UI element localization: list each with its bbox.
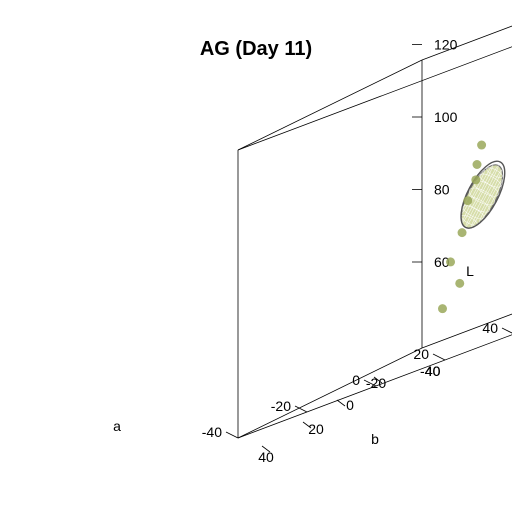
data-point [471,175,481,185]
data-point [446,257,456,267]
L-tick-label: 60 [434,254,450,270]
b-tick-label: -20 [366,375,386,391]
b-tick [261,445,271,453]
b-tick [336,399,346,407]
a-tick [501,327,512,334]
data-point [457,228,467,238]
a-tick [294,405,308,413]
ellipsoid-mesh-line [486,167,503,178]
L-corner-label: 40 [425,363,441,379]
ellipsoid-mesh-line [468,187,495,206]
L-tick-label: 100 [434,109,458,125]
box-edge [237,59,423,151]
data-point [477,140,487,150]
b-tick [302,421,312,429]
b-tick-label: 0 [346,397,354,413]
a-axis-label: a [113,418,121,434]
data-point [438,304,447,314]
ellipsoid-outline [460,160,506,229]
box-edge [421,313,512,349]
b-tick-label: 20 [308,421,324,437]
a-tick-label: 0 [352,372,360,388]
box-edge [237,46,512,151]
a-tick-label: -40 [202,424,222,440]
b-tick-label: 40 [258,449,274,465]
a-tick-label: 40 [482,320,498,336]
chart-title: AG (Day 11) [199,38,313,60]
b-tick [373,376,383,384]
a-tick [363,379,377,387]
L-tick-label: 120 [434,37,458,53]
a-tick-label: 20 [413,346,429,362]
a-tick [432,353,446,361]
ellipsoid [460,160,506,229]
b-axis-label: b [371,431,379,447]
L-axis-label: L [466,263,474,279]
box-edge [237,347,423,439]
data-point [472,160,482,169]
box-edge [421,25,512,61]
data-point [463,196,473,206]
a-tick [225,431,239,439]
b-corner-label: -40 [420,363,440,379]
a-tick-label: -20 [271,398,291,414]
ellipsoid-mesh-line [479,173,502,188]
L-tick-label: 80 [434,182,450,198]
data-point [455,278,465,288]
